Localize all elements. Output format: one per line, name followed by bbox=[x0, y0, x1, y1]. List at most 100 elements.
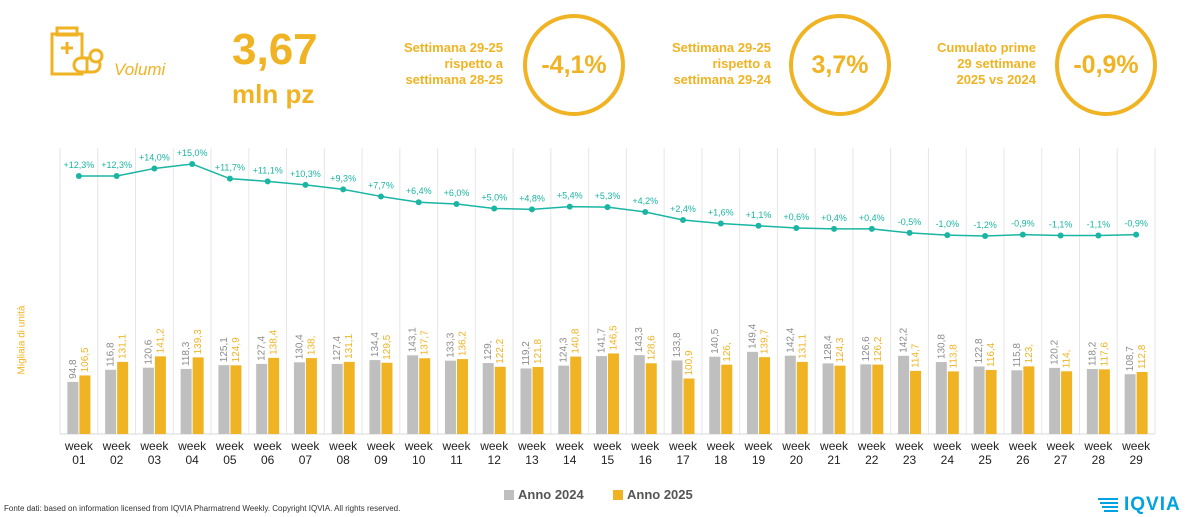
cumulative-change-point bbox=[377, 193, 384, 200]
cumulative-change-label: +4,8% bbox=[519, 193, 545, 203]
header: Volumi 3,67 mln pz Settimana 29-25 rispe… bbox=[0, 0, 1203, 130]
bar-2025 bbox=[117, 361, 129, 434]
x-tick-label-number: 04 bbox=[185, 453, 199, 467]
cumulative-change-label: +5,3% bbox=[595, 191, 621, 201]
bar-2025 bbox=[985, 369, 997, 434]
x-tick-label-number: 16 bbox=[639, 453, 653, 467]
bar-2024 bbox=[784, 355, 796, 434]
legend-label-2024: Anno 2024 bbox=[518, 487, 584, 502]
cumulative-change-point bbox=[944, 232, 951, 239]
bar-2024 bbox=[709, 356, 721, 434]
cumulative-change-point bbox=[151, 165, 158, 172]
bar-2024 bbox=[407, 355, 419, 434]
bar-value-label: 112,8 bbox=[1137, 344, 1148, 369]
bar-2025 bbox=[381, 362, 393, 434]
x-tick-label-week: week bbox=[706, 439, 736, 453]
bar-2024 bbox=[520, 368, 532, 434]
x-tick-label-week: week bbox=[479, 439, 509, 453]
bar-value-label: 129, bbox=[483, 341, 494, 360]
logo-stripes-icon bbox=[1098, 498, 1118, 512]
bar-2025 bbox=[683, 378, 695, 434]
cumulative-change-label: +9,3% bbox=[330, 173, 356, 183]
bar-2025 bbox=[796, 361, 808, 434]
legend-item-2025: Anno 2025 bbox=[613, 487, 693, 502]
bar-2025 bbox=[872, 364, 884, 434]
bar-value-label: 149,4 bbox=[748, 323, 759, 348]
bar-2025 bbox=[1023, 366, 1035, 434]
cumulative-change-label: +12,3% bbox=[63, 160, 94, 170]
bar-value-label: 116,8 bbox=[106, 342, 117, 367]
cumulative-change-point bbox=[566, 203, 573, 210]
x-tick-label-number: 27 bbox=[1054, 453, 1068, 467]
bar-2025 bbox=[456, 359, 468, 434]
cumulative-change-point bbox=[264, 178, 271, 185]
x-tick-label-number: 03 bbox=[148, 453, 162, 467]
kpi-3-label: Cumulato prime 29 settimane 2025 vs 2024 bbox=[937, 40, 1036, 87]
x-tick-label-number: 24 bbox=[941, 453, 955, 467]
bar-value-label: 126,2 bbox=[873, 336, 884, 361]
bar-value-label: 120,2 bbox=[1050, 339, 1061, 364]
cumulative-change-label: -1,1% bbox=[1049, 220, 1073, 230]
x-tick-label-number: 23 bbox=[903, 453, 917, 467]
bar-value-label: 129,5 bbox=[382, 334, 393, 359]
cumulative-change-label: +12,3% bbox=[101, 160, 132, 170]
x-tick-label-week: week bbox=[895, 439, 925, 453]
bar-value-label: 131,1 bbox=[118, 333, 129, 358]
bar-2024 bbox=[331, 363, 343, 434]
bar-2024 bbox=[369, 360, 381, 434]
x-tick-label-number: 09 bbox=[374, 453, 388, 467]
x-tick-label-number: 17 bbox=[676, 453, 690, 467]
cumulative-change-point bbox=[642, 209, 649, 215]
bar-value-label: 128,6 bbox=[646, 335, 657, 360]
bar-2025 bbox=[645, 363, 657, 434]
bar-2025 bbox=[1136, 371, 1148, 434]
source-note: Fonte dati: based on information license… bbox=[4, 504, 401, 513]
legend-label-2025: Anno 2025 bbox=[627, 487, 693, 502]
bar-value-label: 130,4 bbox=[294, 334, 305, 359]
bar-value-label: 124,3 bbox=[559, 337, 570, 362]
cumulative-change-label: +6,0% bbox=[444, 188, 470, 198]
x-tick-label-week: week bbox=[215, 439, 245, 453]
bar-value-label: 122,2 bbox=[495, 338, 506, 363]
x-tick-label-number: 08 bbox=[337, 453, 351, 467]
x-tick-label-number: 11 bbox=[450, 453, 463, 467]
x-tick-label-number: 14 bbox=[563, 453, 577, 467]
legend-swatch-2025 bbox=[613, 489, 623, 500]
cumulative-change-point bbox=[755, 222, 762, 229]
x-tick-label-week: week bbox=[102, 439, 132, 453]
bar-2025 bbox=[570, 356, 582, 434]
bar-value-label: 139,3 bbox=[193, 329, 204, 354]
kpi-1-label: Settimana 29-25 rispetto a settimana 28-… bbox=[404, 40, 503, 87]
cumulative-change-point bbox=[868, 225, 875, 232]
cumulative-change-point bbox=[1057, 232, 1064, 239]
kpi-2-label: Settimana 29-25 rispetto a settimana 29-… bbox=[672, 40, 771, 87]
bar-value-label: 94,8 bbox=[68, 359, 79, 379]
bar-value-label: 100,9 bbox=[684, 350, 695, 375]
cumulative-change-label: +5,4% bbox=[557, 191, 583, 201]
bar-value-label: 136,2 bbox=[457, 331, 468, 356]
cumulative-change-label: +0,4% bbox=[859, 213, 885, 223]
bar-value-label: 130,8 bbox=[936, 334, 947, 359]
cumulative-change-point bbox=[340, 186, 347, 193]
x-tick-label-week: week bbox=[517, 439, 547, 453]
cumulative-change-label: -1,2% bbox=[973, 220, 997, 230]
category-label: Volumi bbox=[114, 60, 166, 79]
bar-value-label: 138,4 bbox=[269, 329, 280, 354]
bar-value-label: 118,2 bbox=[1087, 341, 1098, 366]
legend-item-2024: Anno 2024 bbox=[504, 487, 584, 502]
bar-value-label: 142,2 bbox=[899, 327, 910, 352]
bar-2025 bbox=[947, 371, 959, 434]
bar-2024 bbox=[671, 360, 683, 434]
x-tick-label-week: week bbox=[441, 439, 471, 453]
x-tick-label-number: 20 bbox=[790, 453, 804, 467]
x-tick-label-number: 22 bbox=[865, 453, 879, 467]
x-tick-label-number: 18 bbox=[714, 453, 728, 467]
x-tick-label-number: 06 bbox=[261, 453, 275, 467]
bar-2024 bbox=[444, 360, 456, 434]
cumulative-change-point bbox=[793, 225, 800, 231]
x-tick-label-number: 07 bbox=[299, 453, 313, 467]
bar-value-label: 114, bbox=[1062, 350, 1073, 369]
bar-value-label: 143,1 bbox=[408, 327, 419, 352]
bar-value-label: 122,8 bbox=[974, 338, 985, 363]
bar-value-label: 124,3 bbox=[835, 337, 846, 362]
